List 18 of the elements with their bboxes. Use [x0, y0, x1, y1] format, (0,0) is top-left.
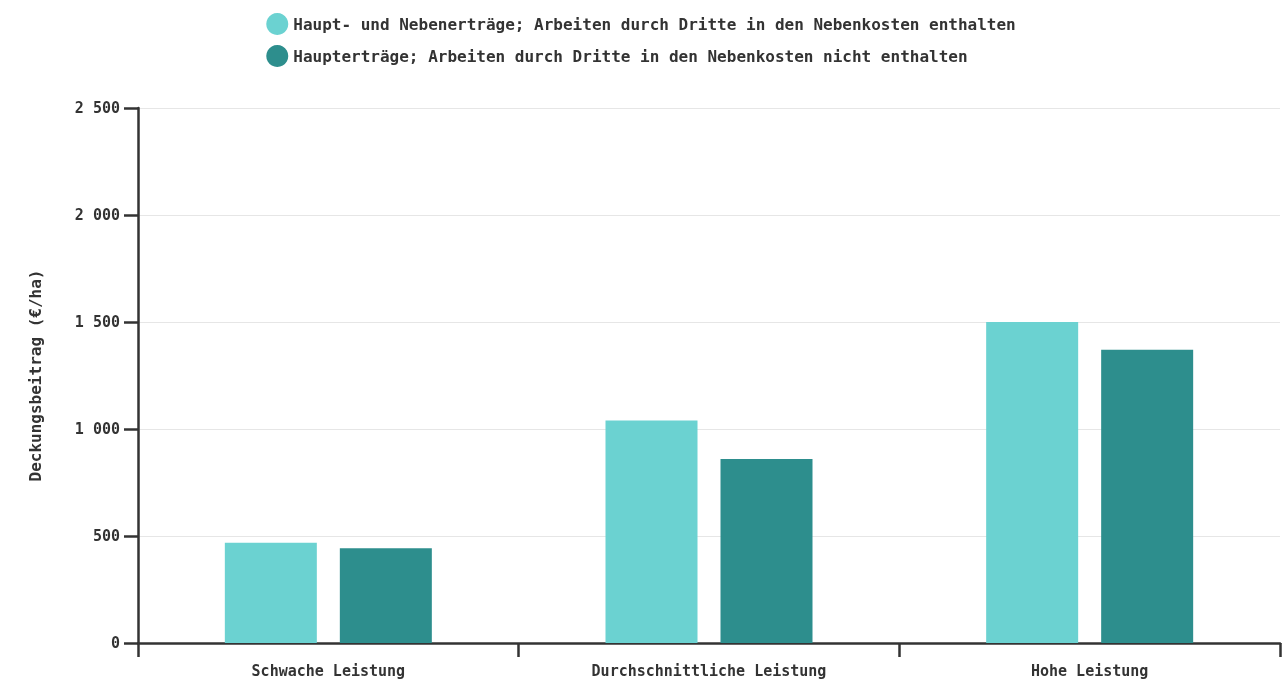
legend-label: Haupterträge; Arbeiten durch Dritte in den Nebenkosten nicht enthalten	[293, 46, 968, 66]
bar	[720, 458, 813, 643]
y-tick-label: 2 500	[74, 99, 120, 117]
y-tick-label: 2 000	[74, 206, 120, 224]
bar	[339, 548, 432, 643]
y-tick-label: 1 000	[74, 420, 120, 438]
bar	[1101, 349, 1194, 643]
y-tick-label: 500	[92, 527, 120, 545]
x-tick-label: Schwache Leistung	[251, 661, 406, 680]
bar	[605, 420, 698, 643]
x-tick-label: Hohe Leistung	[1030, 661, 1149, 680]
y-tick-label: 1 500	[74, 313, 120, 331]
y-axis-title: Deckungsbeitrag (€/ha)	[25, 269, 45, 482]
y-tick-label: 0	[110, 634, 120, 652]
x-tick-label: Durchschnittliche Leistung	[591, 661, 827, 680]
bar	[224, 542, 317, 643]
bar	[986, 322, 1079, 643]
legend-label: Haupt- und Nebenerträge; Arbeiten durch Dritte in den Nebenkosten enthalten	[293, 14, 1016, 34]
